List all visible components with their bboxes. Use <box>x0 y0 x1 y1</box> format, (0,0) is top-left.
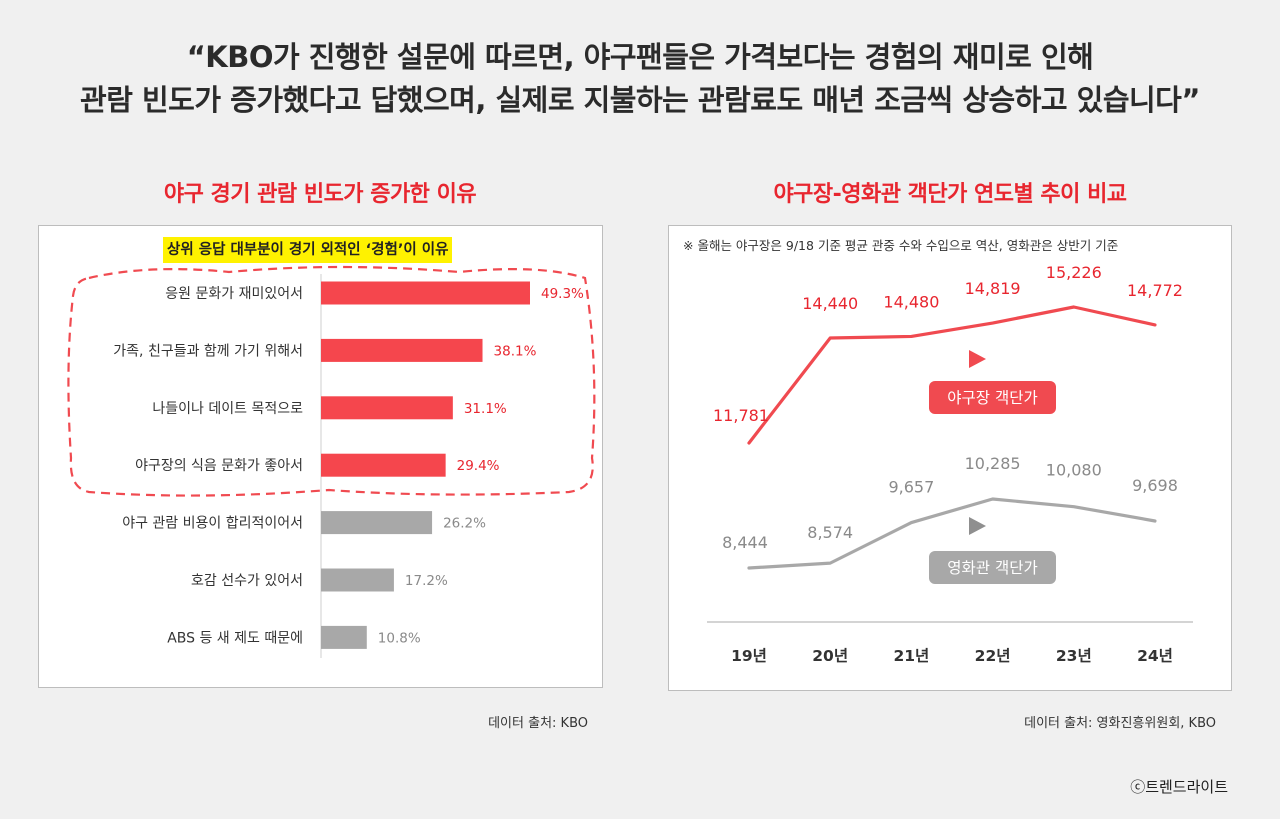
bar-chart-title: 야구 경기 관람 빈도가 증가한 이유 <box>163 182 477 207</box>
bar-chart-panel: 상위 응답 대부분이 경기 외적인 ‘경험’이 이유 응원 문화가 재미있어서 4… <box>38 225 603 688</box>
bar-category-label: 가족, 친구들과 함께 가기 위해서 <box>113 343 303 359</box>
bar-value-label: 10.8% <box>378 630 421 646</box>
data-label: 14,440 <box>802 294 858 313</box>
headline: “KBO가 진행한 설문에 따르면, 야구팬들은 가격보다는 경험의 재미로 인… <box>0 36 1280 122</box>
data-label: 8,574 <box>807 523 853 542</box>
bar-chart-subtitle: 상위 응답 대부분이 경기 외적인 ‘경험’이 이유 <box>163 237 453 263</box>
data-label: 9,657 <box>888 478 934 497</box>
x-tick-label: 24년 <box>1137 646 1173 665</box>
bar-value-label: 38.1% <box>494 343 537 359</box>
x-tick-label: 23년 <box>1056 646 1092 665</box>
x-tick-label: 19년 <box>731 646 767 665</box>
data-label: 8,444 <box>722 533 768 552</box>
bar-category-label: 응원 문화가 재미있어서 <box>165 286 303 302</box>
bar-value-label: 31.1% <box>464 401 507 417</box>
line-chart-note: ※ 올해는 야구장은 9/18 기준 평균 관중 수와 수입으로 역산, 영화관… <box>683 238 1119 253</box>
cinema-arrow-marker <box>969 517 986 535</box>
data-label: 10,080 <box>1046 461 1102 480</box>
x-tick-label: 20년 <box>812 646 848 665</box>
data-label: 15,226 <box>1046 263 1102 282</box>
bar-category-label: 야구장의 식음 문화가 좋아서 <box>135 458 303 474</box>
line-chart-source: 데이터 출처: 영화진흥위원회, KBO <box>1024 716 1216 731</box>
cinema-series-pill <box>929 551 1056 584</box>
baseball-series-label: 야구장 객단가 <box>947 389 1038 407</box>
bar-value-label: 49.3% <box>541 286 584 302</box>
x-tick-label: 22년 <box>975 646 1011 665</box>
data-label: 14,772 <box>1127 281 1183 300</box>
headline-line-2: 관람 빈도가 증가했다고 답했으며, 실제로 지불하는 관람료도 매년 조금씩 … <box>80 83 1200 117</box>
baseball-arrow-marker <box>969 350 986 368</box>
data-label: 9,698 <box>1132 476 1178 495</box>
bar-value-label: 17.2% <box>405 573 448 589</box>
bar <box>321 396 453 420</box>
bar-category-label: 나들이나 데이트 목적으로 <box>152 401 303 417</box>
bar-chart-source: 데이터 출처: KBO <box>488 716 588 731</box>
bar-chart: 응원 문화가 재미있어서 49.3% 가족, 친구들과 함께 가기 위해서 38.1%… <box>67 265 596 658</box>
bar <box>321 511 433 535</box>
x-tick-label: 21년 <box>893 646 929 665</box>
highlight-outline <box>67 265 596 497</box>
bar-value-label: 29.4% <box>457 458 500 474</box>
bar-category-label: ABS 등 새 제도 때문에 <box>167 630 303 646</box>
data-label: 14,819 <box>965 279 1021 298</box>
bar-category-label: 호감 선수가 있어서 <box>191 573 303 589</box>
headline-line-1: “KBO가 진행한 설문에 따르면, 야구팬들은 가격보다는 경험의 재미로 인… <box>186 40 1094 74</box>
line-chart: 19년 20년 21년 22년 23년 24년 11,781 14,440 14,480 14,8… <box>707 263 1193 665</box>
line-chart-panel: ※ 올해는 야구장은 9/18 기준 평균 관중 수와 수입으로 역산, 영화관… <box>668 225 1232 691</box>
bar-value-label: 26.2% <box>443 516 486 532</box>
bar <box>321 281 530 305</box>
baseball-series-pill <box>929 381 1056 414</box>
data-label: 11,781 <box>713 406 769 425</box>
bar <box>321 568 394 592</box>
bar-category-label: 야구 관람 비용이 합리적이어서 <box>122 516 303 532</box>
cinema-line <box>747 497 1157 570</box>
baseball-line <box>747 305 1157 445</box>
cinema-series-label: 영화관 객단가 <box>947 559 1038 577</box>
bar <box>321 625 367 649</box>
bar <box>321 338 483 362</box>
data-label: 14,480 <box>883 292 939 311</box>
line-chart-title: 야구장-영화관 객단가 연도별 추이 비교 <box>773 182 1127 207</box>
copyright: ⓒ트렌드라이트 <box>1130 778 1228 796</box>
data-label: 10,285 <box>965 454 1021 473</box>
bar <box>321 453 446 477</box>
